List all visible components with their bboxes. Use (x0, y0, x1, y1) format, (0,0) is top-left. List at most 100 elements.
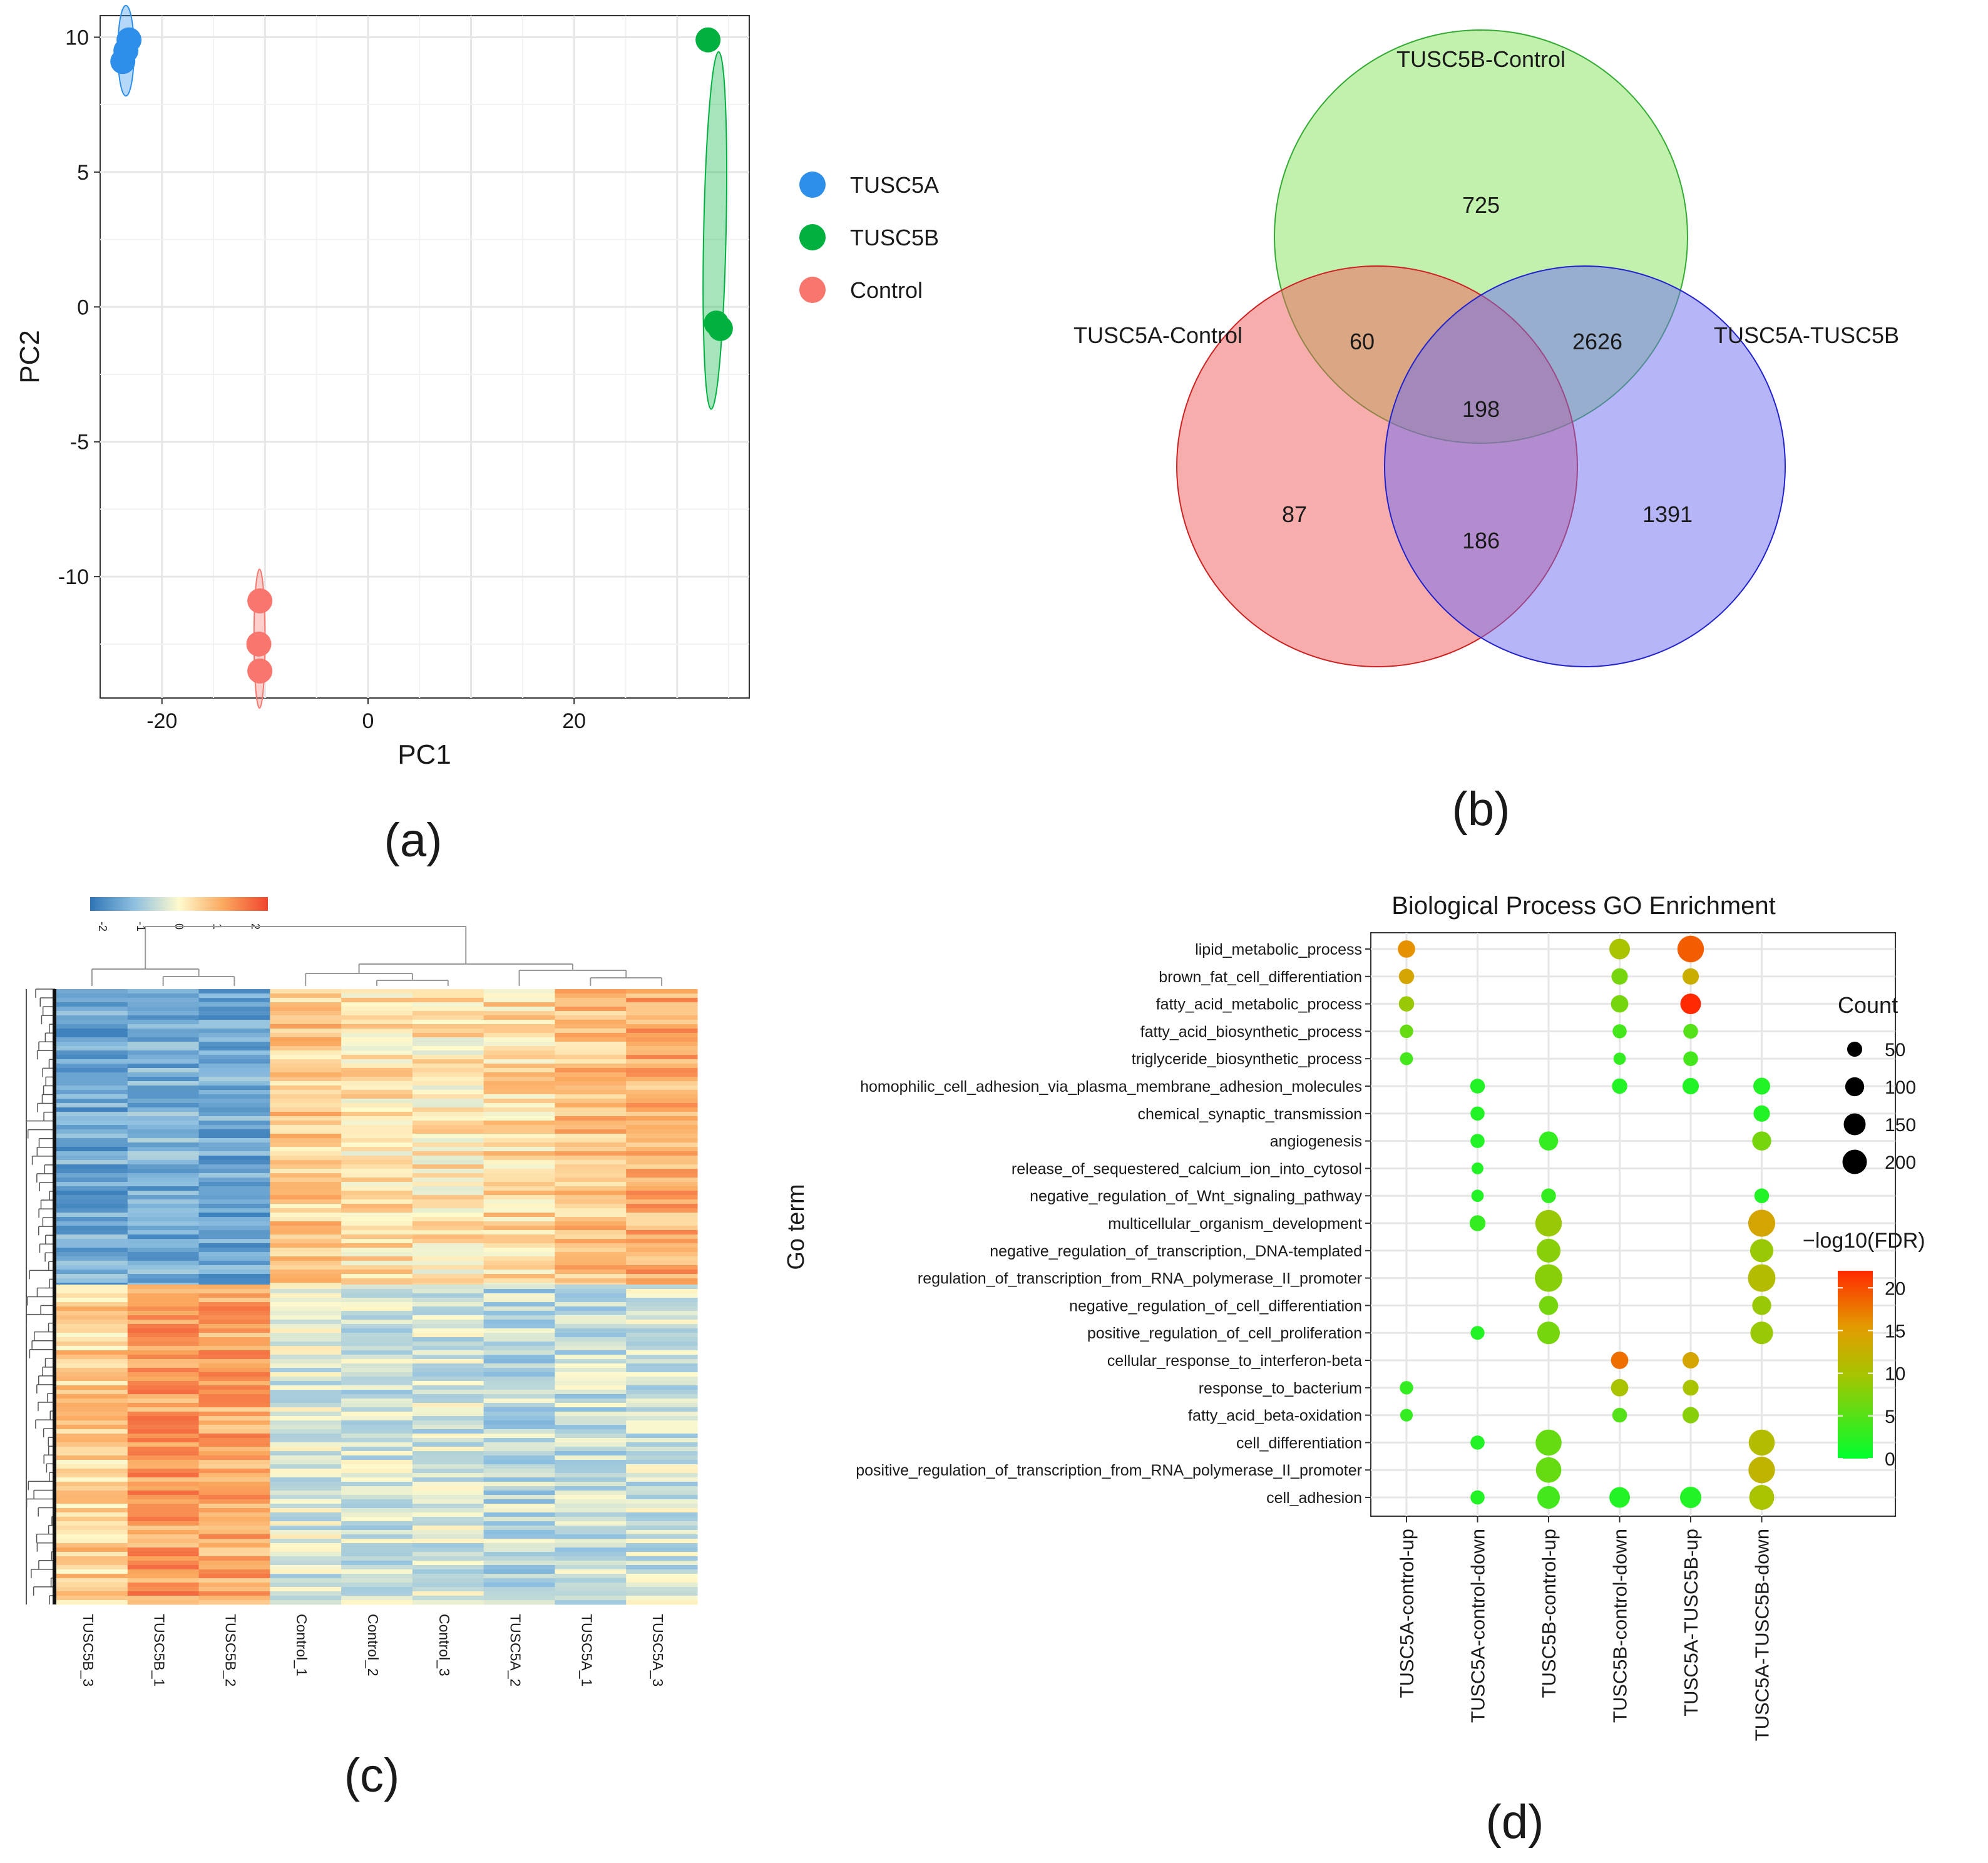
heatmap-cell (483, 1442, 556, 1447)
heatmap-cell (341, 1342, 413, 1347)
heatmap-cell (270, 1090, 342, 1095)
heatmap-cell (626, 1293, 698, 1298)
go-size-legend-label: 200 (1885, 1152, 1916, 1173)
heatmap-cell (626, 1138, 698, 1143)
heatmap-cell (626, 1173, 698, 1178)
heatmap-cell (270, 1315, 342, 1320)
heatmap-cell (198, 1046, 270, 1051)
heatmap-cell (555, 1248, 627, 1253)
heatmap-cell (198, 1320, 270, 1325)
heatmap-cell (198, 1217, 270, 1222)
heatmap-cell (56, 1243, 128, 1248)
heatmap-cell (555, 1094, 627, 1099)
heatmap-cell (555, 1495, 627, 1500)
heatmap-cell (127, 1164, 200, 1169)
heatmap-cell (483, 1333, 556, 1338)
heatmap-cell (555, 1359, 627, 1364)
heatmap-cell (341, 1394, 413, 1399)
heatmap-cell (127, 1464, 200, 1469)
heatmap-cell (626, 1368, 698, 1373)
heatmap-cell (270, 1390, 342, 1395)
heatmap-cell (56, 1125, 128, 1130)
heatmap-cell (341, 1094, 413, 1099)
heatmap-cell (198, 1464, 270, 1469)
heatmap-cell (626, 1477, 698, 1482)
go-bubble (1470, 1079, 1485, 1094)
heatmap-cell (555, 1156, 627, 1161)
go-size-legend-dot (1842, 1149, 1867, 1174)
heatmap-cell (198, 1521, 270, 1526)
heatmap-cell (555, 1103, 627, 1108)
heatmap-cell (626, 1377, 698, 1382)
pca-legend-label-control: Control (850, 277, 923, 303)
heatmap-cell (198, 1169, 270, 1174)
heatmap-cell (412, 1464, 484, 1469)
heatmap-cell (341, 1112, 413, 1117)
heatmap-cell (56, 1429, 128, 1434)
heatmap-cell (341, 1033, 413, 1038)
heatmap-cell (127, 1399, 200, 1404)
heatmap-cell (270, 1293, 342, 1298)
heatmap-cell (412, 1596, 484, 1601)
heatmap-cell (198, 1473, 270, 1478)
heatmap-cell (412, 1434, 484, 1439)
heatmap-cell (127, 1587, 200, 1592)
heatmap-cell (483, 1464, 556, 1469)
heatmap-cell (127, 993, 200, 998)
heatmap-cell (341, 1195, 413, 1200)
heatmap-sample-label: TUSC5B_3 (80, 1614, 96, 1686)
pca-legend-key-control (799, 277, 826, 303)
heatmap-cell (626, 1059, 698, 1064)
heatmap-cell (198, 1508, 270, 1513)
heatmap-cell (127, 1306, 200, 1311)
heatmap-cell (127, 1403, 200, 1408)
heatmap-cell (483, 1368, 556, 1373)
heatmap-cell (127, 1099, 200, 1104)
heatmap-cell (198, 1587, 270, 1592)
heatmap-cell (127, 1042, 200, 1047)
heatmap-cell (127, 1552, 200, 1557)
heatmap-cell (56, 1134, 128, 1139)
heatmap-cell (127, 1333, 200, 1338)
heatmap-scale-tick: -2 (96, 921, 109, 932)
heatmap-cell (341, 1337, 413, 1342)
heatmap-cell (483, 1521, 556, 1526)
heatmap-cell (412, 1552, 484, 1557)
heatmap-cell (127, 1208, 200, 1213)
heatmap-cell (341, 1574, 413, 1579)
heatmap-cell (626, 1455, 698, 1460)
heatmap-cell (555, 1178, 627, 1183)
heatmap-cell (270, 1363, 342, 1368)
heatmap-cell (483, 1420, 556, 1425)
heatmap-cell (127, 1261, 200, 1266)
heatmap-cell (270, 1447, 342, 1452)
heatmap-cell (127, 1085, 200, 1091)
heatmap-cell (412, 1473, 484, 1478)
heatmap-cell (341, 1265, 413, 1270)
heatmap-cell (270, 1243, 342, 1248)
heatmap-cell (56, 1574, 128, 1579)
heatmap-cell (412, 1068, 484, 1073)
heatmap-cell (341, 1293, 413, 1298)
heatmap-cell (127, 1037, 200, 1042)
heatmap-cell (127, 1469, 200, 1474)
heatmap-cell (341, 1107, 413, 1112)
heatmap-cell (483, 1425, 556, 1430)
heatmap-cell (412, 1403, 484, 1408)
heatmap-cell (626, 1543, 698, 1548)
heatmap-cell (412, 1208, 484, 1213)
heatmap-cell (626, 1147, 698, 1152)
heatmap-cell (127, 1289, 200, 1294)
heatmap-cell (412, 1311, 484, 1316)
heatmap-cell (56, 1320, 128, 1325)
heatmap-cell (56, 1381, 128, 1386)
heatmap-cell (56, 1002, 128, 1007)
go-bubble (1609, 938, 1630, 960)
heatmap-cell (412, 1077, 484, 1082)
heatmap-cell (198, 1125, 270, 1130)
heatmap-cell (412, 1234, 484, 1239)
heatmap-cell (341, 1486, 413, 1491)
heatmap-cell (56, 1530, 128, 1535)
heatmap-sample-label: Control_1 (294, 1614, 310, 1676)
heatmap-cell (198, 1552, 270, 1557)
